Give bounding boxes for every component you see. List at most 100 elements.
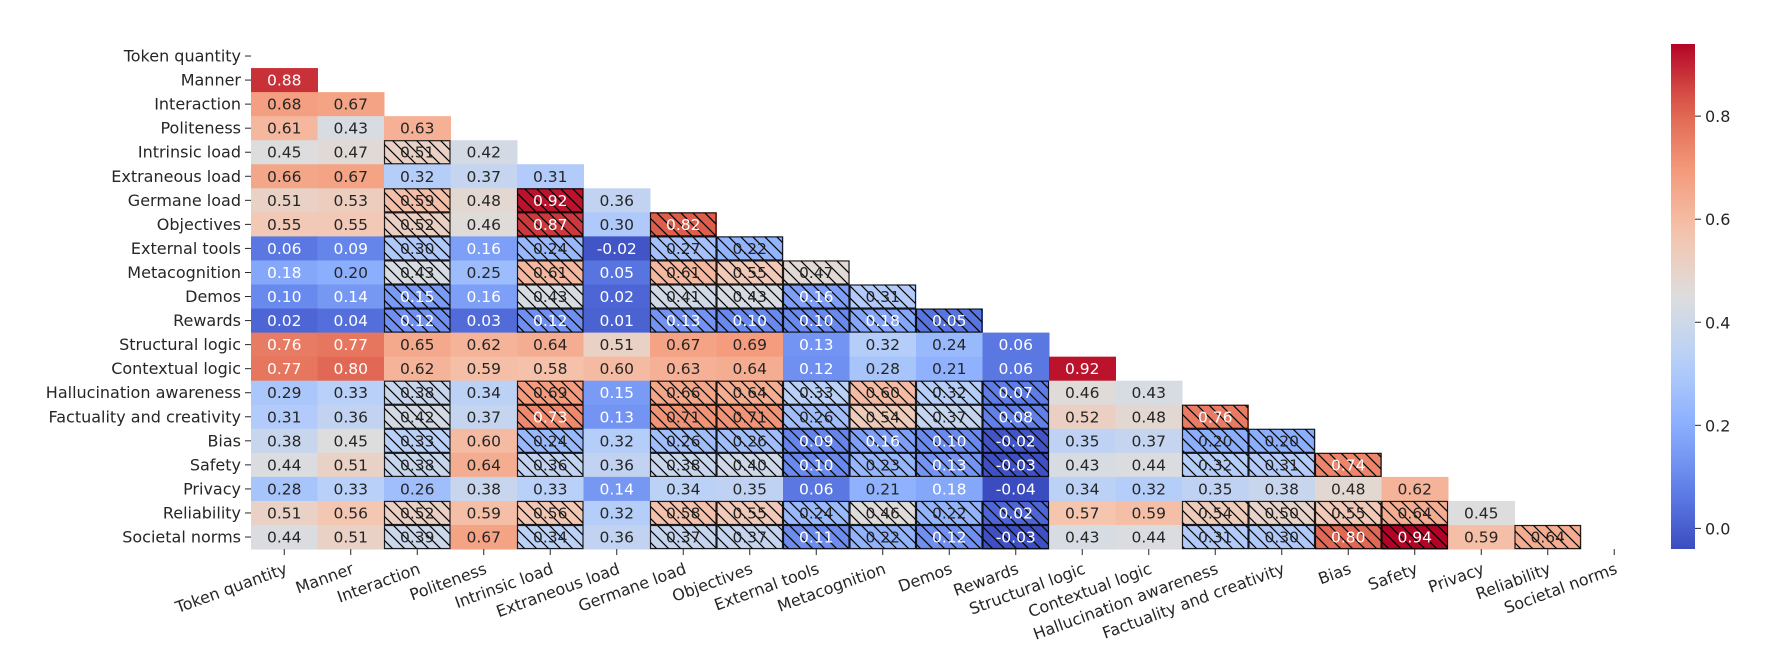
hatched-cell-overlay <box>516 404 584 429</box>
cell-value-label: -0.03 <box>996 529 1036 547</box>
heatmap-cell <box>783 476 850 502</box>
heatmap-cell <box>583 452 651 478</box>
heatmap-cell <box>450 188 518 213</box>
cell-value-label: 0.80 <box>1331 529 1366 547</box>
hatched-cell-overlay <box>849 380 917 405</box>
cell-value-label: 0.04 <box>333 312 368 330</box>
colorbar-tick-label: 0.4 <box>1705 313 1730 332</box>
cell-value-label: 0.55 <box>333 216 368 234</box>
cell-value-label: 0.31 <box>533 168 568 186</box>
cell-value-label: 0.12 <box>533 312 568 330</box>
hatched-cell-overlay <box>516 500 584 526</box>
cell-value-label: 0.10 <box>799 312 834 330</box>
heatmap-cell <box>1049 476 1116 502</box>
hatched-cell-overlay <box>649 236 717 261</box>
y-tick-label: Hallucination awareness <box>46 383 241 402</box>
heatmap-cell <box>716 332 784 358</box>
hatched-cell-overlay <box>516 284 584 309</box>
cell-value-label: 0.13 <box>599 408 634 426</box>
cell-value-label: 0.06 <box>998 336 1033 354</box>
cell-value-label: 0.59 <box>466 504 501 522</box>
heatmap-cell <box>317 284 385 310</box>
y-tick-label: Bias <box>207 431 241 450</box>
hatched-cell-overlay <box>383 140 451 165</box>
cell-value-label: 0.51 <box>267 504 302 522</box>
cell-value-label: 0.36 <box>533 456 568 474</box>
hatched-cell-overlay <box>716 308 784 333</box>
heatmap-cell <box>583 260 651 285</box>
cell-value-label: 0.28 <box>267 480 302 498</box>
cell-value-label: 0.37 <box>932 408 967 426</box>
y-tick-label: Extraneous load <box>111 167 241 186</box>
cell-value-label: 0.67 <box>466 529 501 547</box>
heatmap-cell <box>251 380 318 406</box>
hatched-cell-overlay <box>1181 428 1249 453</box>
heatmap-cell <box>916 332 983 358</box>
cell-value-label: 0.32 <box>599 432 634 450</box>
hatched-cell-overlay <box>915 524 983 550</box>
cell-value-label: 0.38 <box>466 480 501 498</box>
cell-value-label: 0.08 <box>998 408 1033 426</box>
heatmap-cell <box>251 476 318 502</box>
heatmap-cell <box>583 404 651 430</box>
heatmap-cell <box>450 525 518 550</box>
y-tick-label: Intrinsic load <box>138 143 241 162</box>
heatmap-cell <box>317 188 385 213</box>
hatched-cell-overlay <box>383 380 451 405</box>
cell-value-label: 0.05 <box>599 264 634 282</box>
cell-value-label: 0.55 <box>267 216 302 234</box>
hatched-cell-overlay <box>649 380 717 405</box>
cell-value-label: 0.27 <box>666 240 701 258</box>
cell-value-label: 0.32 <box>599 504 634 522</box>
heatmap-cell <box>583 284 651 310</box>
cell-value-label: 0.07 <box>998 384 1033 402</box>
hatched-cell-overlay <box>383 428 451 453</box>
hatched-cell-overlay <box>915 380 983 405</box>
cell-value-label: 0.61 <box>533 264 568 282</box>
cell-value-label: 0.43 <box>1065 456 1100 474</box>
hatched-cell-overlay <box>849 452 917 478</box>
cell-value-label: -0.02 <box>597 240 637 258</box>
hatched-cell-overlay <box>383 188 451 213</box>
cell-value-label: -0.02 <box>996 432 1036 450</box>
cell-value-label: 0.26 <box>400 480 435 498</box>
y-tick-label: Token quantity <box>123 47 241 66</box>
cell-value-label: 0.76 <box>267 336 302 354</box>
cell-value-label: 0.51 <box>333 456 368 474</box>
heatmap-cell <box>1182 476 1249 502</box>
colorbar-tick-label: 0.2 <box>1705 416 1730 435</box>
y-tick-label: Demos <box>185 287 241 306</box>
cell-value-label: 0.56 <box>333 504 368 522</box>
hatched-cell-overlay <box>649 428 717 453</box>
cell-value-label: 0.24 <box>533 240 568 258</box>
cell-value-label: 0.87 <box>533 216 568 234</box>
cell-value-label: 0.56 <box>533 504 568 522</box>
heatmap-cell <box>251 500 318 526</box>
cell-value-label: 0.43 <box>533 288 568 306</box>
cell-value-label: 0.35 <box>732 480 767 498</box>
cell-value-label: 0.51 <box>267 192 302 210</box>
heatmap-cell <box>583 525 651 550</box>
cell-value-label: 0.48 <box>1131 408 1166 426</box>
heatmap-cell <box>251 260 318 285</box>
hatched-cell-overlay <box>849 428 917 453</box>
hatched-cell-overlay <box>383 500 451 526</box>
cell-value-label: 0.60 <box>466 432 501 450</box>
cell-value-label: 0.45 <box>333 432 368 450</box>
cell-value-label: 0.64 <box>732 384 767 402</box>
heatmap-cell <box>251 140 318 165</box>
cell-value-label: 0.35 <box>1198 480 1233 498</box>
colorbar: 0.0 0.2 0.4 0.6 0.8 <box>1671 44 1730 549</box>
cell-value-label: 0.44 <box>1131 456 1166 474</box>
cell-value-label: 0.11 <box>799 529 834 547</box>
cell-value-label: 0.67 <box>333 168 368 186</box>
heatmap-cell <box>317 500 385 526</box>
hatched-cell-overlay <box>982 428 1050 453</box>
hatched-cell-overlay <box>849 404 917 429</box>
heatmap-cell <box>1381 476 1449 502</box>
hatched-cell-overlay <box>516 236 584 261</box>
hatched-cell-overlay <box>716 500 784 526</box>
cell-value-label: 0.26 <box>799 408 834 426</box>
cell-value-label: 0.34 <box>533 529 568 547</box>
